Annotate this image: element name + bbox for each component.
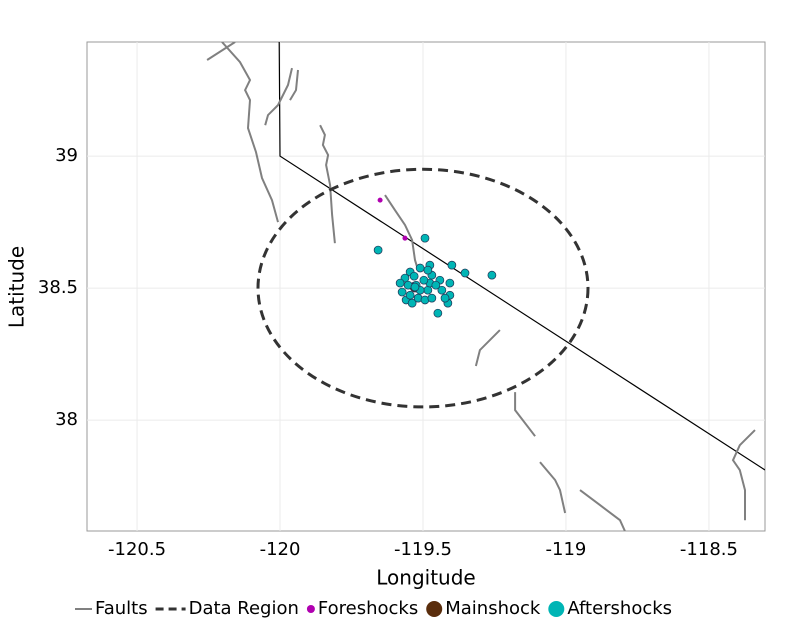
- x-axis-title: Longitude: [376, 566, 475, 590]
- x-tick-label: -120.5: [108, 539, 166, 560]
- quake-point: [420, 233, 430, 243]
- quake-point: [419, 275, 429, 285]
- legend-item: Faults: [75, 598, 148, 619]
- legend-symbol: [426, 601, 443, 617]
- marks: [206, 42, 765, 531]
- quake-point: [415, 263, 425, 273]
- quake-point: [431, 280, 441, 290]
- quake-point: [423, 265, 433, 275]
- quake-point: [409, 271, 419, 281]
- quake-point: [373, 245, 383, 255]
- y-tick-label: 38: [55, 409, 78, 430]
- quake-point: [423, 285, 433, 295]
- legend: Faults Data Region Foreshocks Mainshock Afte…: [75, 598, 672, 619]
- data-region: [256, 167, 590, 409]
- x-tick-label: -118.5: [680, 539, 738, 560]
- legend-item: Mainshock: [426, 598, 541, 619]
- legend-label: Data Region: [189, 598, 299, 619]
- quake-point: [445, 278, 455, 288]
- legend-item: Data Region: [155, 598, 299, 619]
- legend-item: Foreshocks: [306, 598, 418, 619]
- y-axis-title: Latitude: [5, 246, 29, 328]
- quake-point: [405, 290, 415, 300]
- x-tick-label: -120: [260, 539, 301, 560]
- y-tick-label: 38.5: [38, 277, 78, 298]
- quake-point: [377, 197, 383, 203]
- x-tick-label: -119: [546, 539, 587, 560]
- legend-item: Aftershocks: [548, 598, 672, 619]
- legend-label: Foreshocks: [318, 598, 418, 619]
- quake-point: [487, 270, 497, 280]
- legend-label: Aftershocks: [567, 598, 672, 619]
- fault-line: [206, 42, 756, 531]
- y-tick-label: 39: [55, 145, 78, 166]
- legend-label: Faults: [95, 598, 148, 619]
- legend-symbol: [306, 605, 315, 613]
- state-boundary: [278, 42, 765, 471]
- quake-point: [407, 298, 417, 308]
- quake-point: [427, 293, 437, 303]
- quake-point: [440, 293, 450, 303]
- quake-point: [410, 282, 420, 292]
- legend-symbol: [548, 601, 565, 617]
- legend-label: Mainshock: [445, 598, 541, 619]
- quake-point: [460, 268, 470, 278]
- quake-point: [395, 278, 405, 288]
- quake-point: [402, 235, 408, 241]
- quake-point: [397, 287, 407, 297]
- quake-point: [433, 308, 443, 318]
- quake-point: [447, 260, 457, 270]
- quake-point: [437, 285, 447, 295]
- x-tick-label: -119.5: [394, 539, 452, 560]
